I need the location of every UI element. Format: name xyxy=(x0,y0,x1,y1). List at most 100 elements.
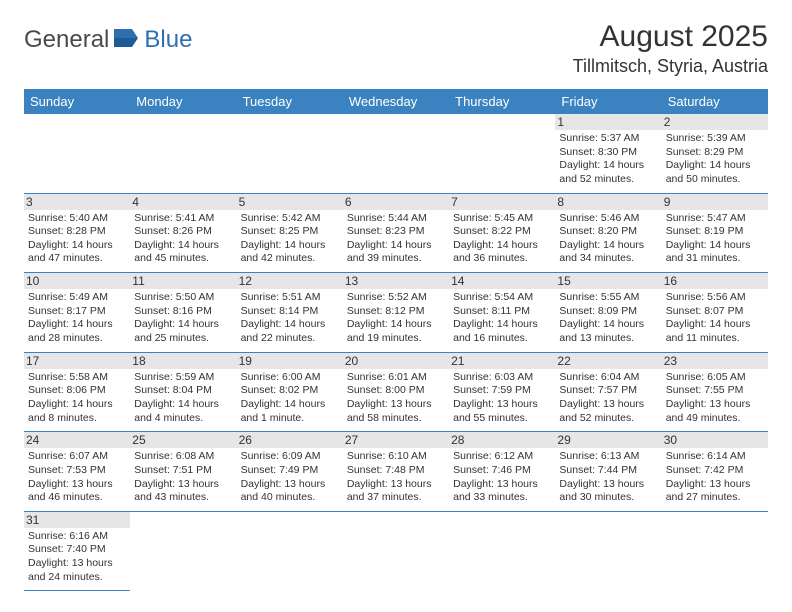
day-number: 7 xyxy=(449,194,555,210)
day-cell: 9Sunrise: 5:47 AMSunset: 8:19 PMDaylight… xyxy=(662,193,768,273)
day-cell: 18 Sunrise: 5:59 AMSunset: 8:04 PMDayligh… xyxy=(130,352,236,432)
day-cell: 21Sunrise: 6:03 AMSunset: 7:59 PMDayligh… xyxy=(449,352,555,432)
day-cell xyxy=(343,511,449,591)
day-cell: 28 Sunrise: 6:12 AMSunset: 7:46 PMDayligh… xyxy=(449,432,555,512)
day-detail: Sunrise: 6:05 AMSunset: 7:55 PMDaylight:… xyxy=(666,371,764,426)
day-number: 16 xyxy=(662,273,768,289)
day-detail: Sunrise: 6:07 AMSunset: 7:53 PMDaylight:… xyxy=(28,450,126,505)
day-number: 5 xyxy=(237,194,343,210)
day-number: 20 xyxy=(343,353,449,369)
day-cell: 16 Sunrise: 5:56 AMSunset: 8:07 PMDayligh… xyxy=(662,273,768,353)
day-detail: Sunrise: 5:54 AMSunset: 8:11 PMDaylight:… xyxy=(453,291,551,346)
day-cell: 24 Sunrise: 6:07 AMSunset: 7:53 PMDayligh… xyxy=(24,432,130,512)
day-cell: 30Sunrise: 6:14 AMSunset: 7:42 PMDayligh… xyxy=(662,432,768,512)
calendar-table: Sunday Monday Tuesday Wednesday Thursday… xyxy=(24,89,768,591)
day-detail: Sunrise: 6:00 AMSunset: 8:02 PMDaylight:… xyxy=(241,371,339,426)
day-cell xyxy=(24,114,130,193)
day-detail: Sunrise: 5:55 AMSunset: 8:09 PMDaylight:… xyxy=(559,291,657,346)
day-number: 18 xyxy=(130,353,236,369)
col-saturday: Saturday xyxy=(662,89,768,114)
day-detail: Sunrise: 5:47 AMSunset: 8:19 PMDaylight:… xyxy=(666,212,764,267)
day-cell: 25 Sunrise: 6:08 AMSunset: 7:51 PMDayligh… xyxy=(130,432,236,512)
day-cell: 13 Sunrise: 5:52 AMSunset: 8:12 PMDayligh… xyxy=(343,273,449,353)
day-detail: Sunrise: 5:59 AMSunset: 8:04 PMDaylight:… xyxy=(134,371,232,426)
day-cell: 7 Sunrise: 5:45 AMSunset: 8:22 PMDaylight… xyxy=(449,193,555,273)
day-cell xyxy=(555,511,661,591)
day-cell: 12 Sunrise: 5:51 AMSunset: 8:14 PMDayligh… xyxy=(237,273,343,353)
day-cell: 8 Sunrise: 5:46 AMSunset: 8:20 PMDaylight… xyxy=(555,193,661,273)
day-cell: 15 Sunrise: 5:55 AMSunset: 8:09 PMDayligh… xyxy=(555,273,661,353)
day-cell xyxy=(130,511,236,591)
day-detail: Sunrise: 5:49 AMSunset: 8:17 PMDaylight:… xyxy=(28,291,126,346)
day-detail: Sunrise: 5:45 AMSunset: 8:22 PMDaylight:… xyxy=(453,212,551,267)
day-number: 3 xyxy=(24,194,130,210)
day-number: 12 xyxy=(237,273,343,289)
day-number: 8 xyxy=(555,194,661,210)
day-number: 27 xyxy=(343,432,449,448)
day-cell xyxy=(237,511,343,591)
day-number: 21 xyxy=(449,353,555,369)
day-number: 6 xyxy=(343,194,449,210)
day-number: 30 xyxy=(662,432,768,448)
day-cell: 11 Sunrise: 5:50 AMSunset: 8:16 PMDayligh… xyxy=(130,273,236,353)
logo: General Blue xyxy=(24,26,192,54)
day-number: 11 xyxy=(130,273,236,289)
day-detail: Sunrise: 6:04 AMSunset: 7:57 PMDaylight:… xyxy=(559,371,657,426)
col-monday: Monday xyxy=(130,89,236,114)
day-cell: 5 Sunrise: 5:42 AMSunset: 8:25 PMDaylight… xyxy=(237,193,343,273)
day-cell: 6 Sunrise: 5:44 AMSunset: 8:23 PMDaylight… xyxy=(343,193,449,273)
day-cell xyxy=(449,114,555,193)
day-number: 29 xyxy=(555,432,661,448)
title-block: August 2025 Tillmitsch, Styria, Austria xyxy=(573,20,768,77)
day-detail: Sunrise: 6:01 AMSunset: 8:00 PMDaylight:… xyxy=(347,371,445,426)
day-cell: 2Sunrise: 5:39 AMSunset: 8:29 PMDaylight… xyxy=(662,114,768,193)
day-detail: Sunrise: 6:13 AMSunset: 7:44 PMDaylight:… xyxy=(559,450,657,505)
col-thursday: Thursday xyxy=(449,89,555,114)
day-detail: Sunrise: 6:08 AMSunset: 7:51 PMDaylight:… xyxy=(134,450,232,505)
day-number: 17 xyxy=(24,353,130,369)
day-detail: Sunrise: 5:52 AMSunset: 8:12 PMDaylight:… xyxy=(347,291,445,346)
day-detail: Sunrise: 6:10 AMSunset: 7:48 PMDaylight:… xyxy=(347,450,445,505)
day-number: 22 xyxy=(555,353,661,369)
day-cell: 14Sunrise: 5:54 AMSunset: 8:11 PMDayligh… xyxy=(449,273,555,353)
calendar-body: 1 Sunrise: 5:37 AMSunset: 8:30 PMDaylight… xyxy=(24,114,768,591)
day-detail: Sunrise: 5:42 AMSunset: 8:25 PMDaylight:… xyxy=(241,212,339,267)
week-row: 24 Sunrise: 6:07 AMSunset: 7:53 PMDayligh… xyxy=(24,432,768,512)
logo-text-blue: Blue xyxy=(144,26,192,54)
day-cell xyxy=(449,511,555,591)
day-detail: Sunrise: 5:56 AMSunset: 8:07 PMDaylight:… xyxy=(666,291,764,346)
day-cell: 31Sunrise: 6:16 AMSunset: 7:40 PMDayligh… xyxy=(24,511,130,591)
day-cell: 27 Sunrise: 6:10 AMSunset: 7:48 PMDayligh… xyxy=(343,432,449,512)
day-number: 13 xyxy=(343,273,449,289)
day-number: 1 xyxy=(555,114,661,130)
day-detail: Sunrise: 5:58 AMSunset: 8:06 PMDaylight:… xyxy=(28,371,126,426)
day-cell: 19Sunrise: 6:00 AMSunset: 8:02 PMDayligh… xyxy=(237,352,343,432)
day-cell: 17 Sunrise: 5:58 AMSunset: 8:06 PMDayligh… xyxy=(24,352,130,432)
week-row: 17 Sunrise: 5:58 AMSunset: 8:06 PMDayligh… xyxy=(24,352,768,432)
day-detail: Sunrise: 5:40 AMSunset: 8:28 PMDaylight:… xyxy=(28,212,126,267)
day-number: 26 xyxy=(237,432,343,448)
day-detail: Sunrise: 5:44 AMSunset: 8:23 PMDaylight:… xyxy=(347,212,445,267)
day-number: 28 xyxy=(449,432,555,448)
day-number: 25 xyxy=(130,432,236,448)
week-row: 1 Sunrise: 5:37 AMSunset: 8:30 PMDaylight… xyxy=(24,114,768,193)
col-tuesday: Tuesday xyxy=(237,89,343,114)
day-number: 15 xyxy=(555,273,661,289)
day-detail: Sunrise: 5:37 AMSunset: 8:30 PMDaylight:… xyxy=(559,132,657,187)
day-cell: 10Sunrise: 5:49 AMSunset: 8:17 PMDayligh… xyxy=(24,273,130,353)
col-friday: Friday xyxy=(555,89,661,114)
day-detail: Sunrise: 5:51 AMSunset: 8:14 PMDaylight:… xyxy=(241,291,339,346)
col-sunday: Sunday xyxy=(24,89,130,114)
day-detail: Sunrise: 5:50 AMSunset: 8:16 PMDaylight:… xyxy=(134,291,232,346)
day-cell: 20 Sunrise: 6:01 AMSunset: 8:00 PMDayligh… xyxy=(343,352,449,432)
logo-text-general: General xyxy=(24,26,109,54)
day-detail: Sunrise: 6:09 AMSunset: 7:49 PMDaylight:… xyxy=(241,450,339,505)
day-number: 4 xyxy=(130,194,236,210)
day-detail: Sunrise: 5:39 AMSunset: 8:29 PMDaylight:… xyxy=(666,132,764,187)
day-cell xyxy=(662,511,768,591)
day-detail: Sunrise: 6:12 AMSunset: 7:46 PMDaylight:… xyxy=(453,450,551,505)
day-cell: 22 Sunrise: 6:04 AMSunset: 7:57 PMDayligh… xyxy=(555,352,661,432)
day-number: 24 xyxy=(24,432,130,448)
day-detail: Sunrise: 5:46 AMSunset: 8:20 PMDaylight:… xyxy=(559,212,657,267)
day-number: 31 xyxy=(24,512,130,528)
